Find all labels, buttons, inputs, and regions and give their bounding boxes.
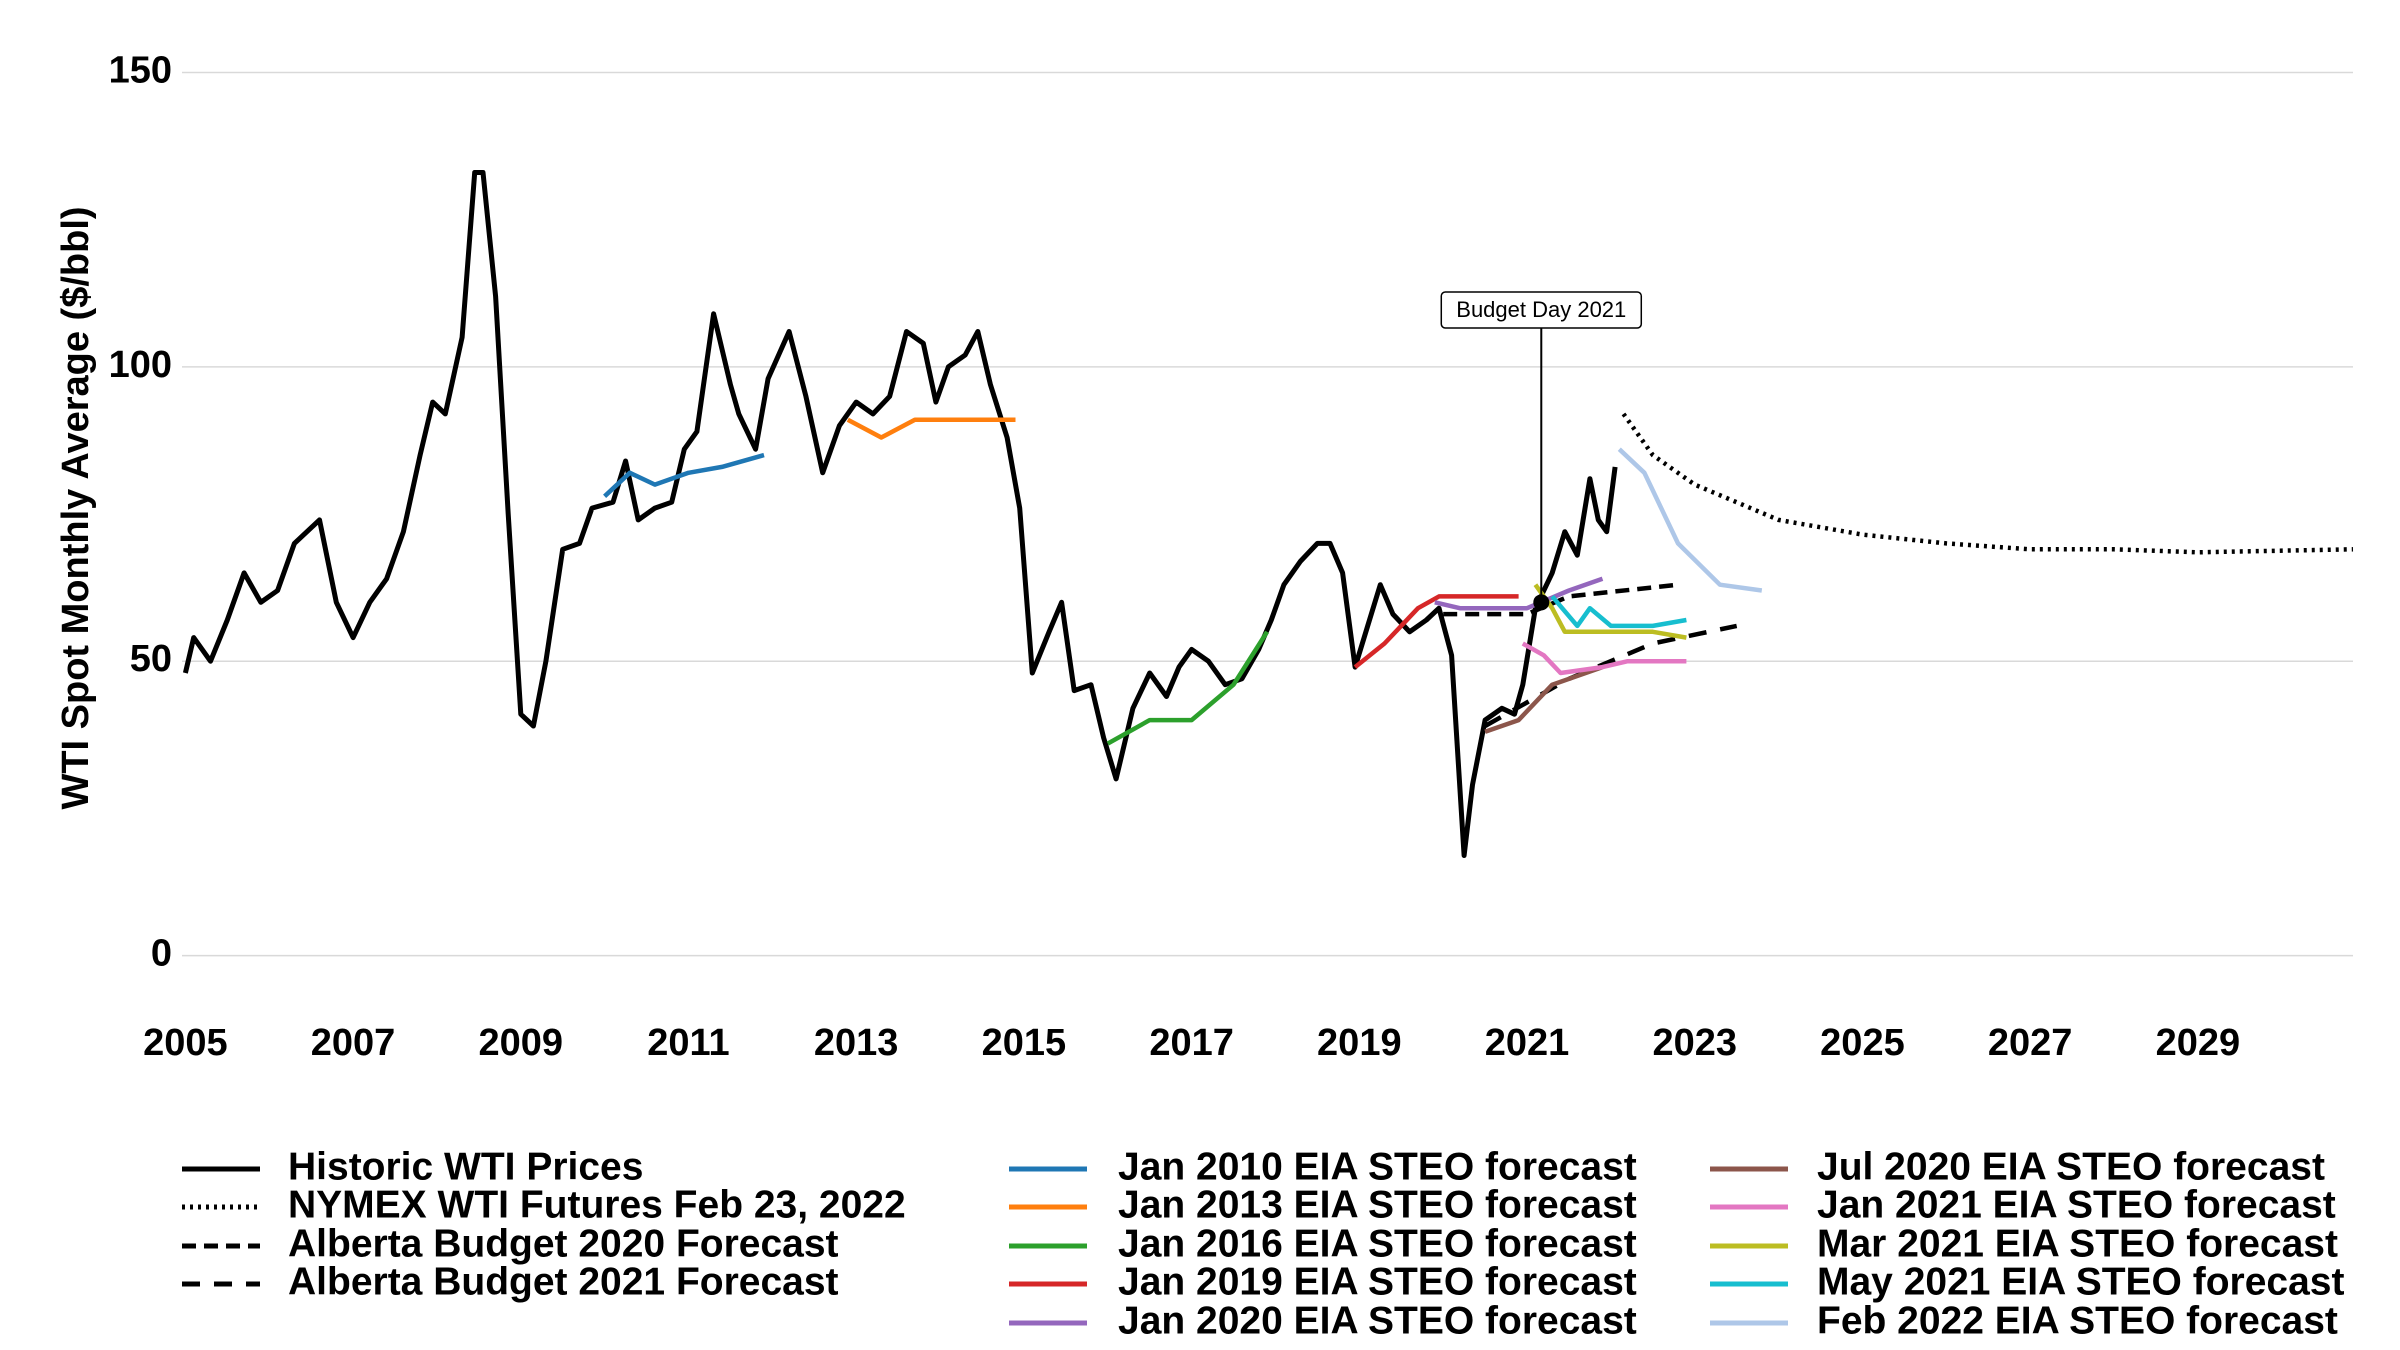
- x-tick-label: 2005: [143, 1022, 228, 1064]
- x-tick-label: 2015: [982, 1022, 1067, 1064]
- legend-label: May 2021 EIA STEO forecast: [1817, 1260, 2344, 1303]
- legend-label: Jan 2020 EIA STEO forecast: [1118, 1299, 1637, 1342]
- annotation-point: [1533, 594, 1550, 611]
- legend-label: Jan 2013 EIA STEO forecast: [1118, 1183, 1637, 1226]
- x-tick-label: 2019: [1317, 1022, 1402, 1064]
- legend-label: Jan 2021 EIA STEO forecast: [1817, 1183, 2336, 1226]
- x-tick-label: 2027: [1988, 1022, 2073, 1064]
- y-axis-title: WTI Spot Monthly Average ($/bbl): [55, 206, 97, 809]
- legend-label: Alberta Budget 2021 Forecast: [288, 1260, 839, 1303]
- x-tick-label: 2023: [1652, 1022, 1737, 1064]
- series-line: [182, 170, 1618, 858]
- annotation-box: [1440, 291, 1643, 329]
- legend-label: Historic WTI Prices: [288, 1145, 643, 1188]
- series-line: [1434, 576, 1604, 611]
- x-tick-label: 2029: [2156, 1022, 2241, 1064]
- legend-label: Mar 2021 EIA STEO forecast: [1817, 1222, 2338, 1265]
- legend-label: Jul 2020 EIA STEO forecast: [1817, 1145, 2325, 1188]
- annotation-text: Budget Day 2021: [1456, 297, 1626, 322]
- y-tick-label: 50: [130, 638, 172, 680]
- x-tick-label: 2025: [1820, 1022, 1905, 1064]
- series-line: [1550, 594, 1687, 629]
- x-tick-label: 2021: [1485, 1022, 1570, 1064]
- series-line: [846, 417, 1016, 440]
- legend-label: Jan 2019 EIA STEO forecast: [1118, 1260, 1637, 1303]
- series-line: [1484, 664, 1604, 734]
- y-tick-label: 150: [109, 49, 172, 91]
- x-tick-label: 2013: [814, 1022, 899, 1064]
- x-tick-label: 2007: [311, 1022, 396, 1064]
- series-line: [1443, 582, 1679, 617]
- x-tick-label: 2009: [478, 1022, 563, 1064]
- series-line: [603, 452, 765, 498]
- series-line: [1617, 447, 1763, 593]
- series-line: [1106, 630, 1269, 746]
- legend-label: Jan 2016 EIA STEO forecast: [1118, 1222, 1637, 1265]
- series-line: [1533, 583, 1687, 640]
- series-line: [1353, 594, 1519, 669]
- legend-label: Jan 2010 EIA STEO forecast: [1118, 1145, 1637, 1188]
- x-tick-label: 2017: [1149, 1022, 1234, 1064]
- series-line: [1483, 623, 1738, 728]
- legend-label: Alberta Budget 2020 Forecast: [288, 1222, 839, 1265]
- series-line: [1621, 412, 2354, 555]
- legend-label: Feb 2022 EIA STEO forecast: [1817, 1299, 2338, 1342]
- y-tick-label: 100: [109, 344, 172, 386]
- series-line: [1521, 641, 1687, 676]
- x-tick-label: 2011: [647, 1022, 729, 1064]
- y-tick-label: 0: [151, 933, 172, 975]
- legend-label: NYMEX WTI Futures Feb 23, 2022: [288, 1183, 906, 1226]
